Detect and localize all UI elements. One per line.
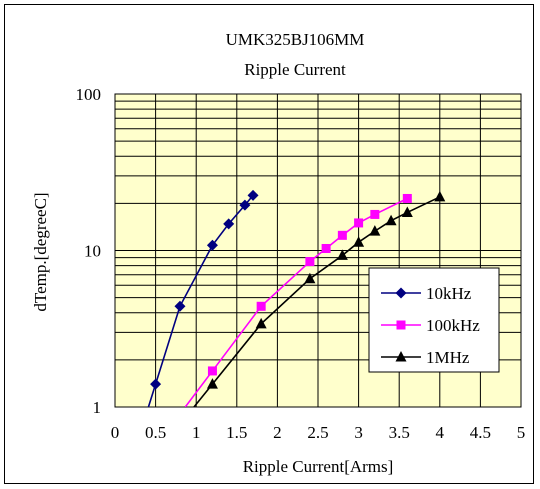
- x-tick-label: 5: [517, 423, 526, 442]
- data-point: [354, 218, 364, 228]
- x-tick-label: 1: [192, 423, 201, 442]
- y-axis-label: dTemp.[degreeC]: [31, 192, 50, 311]
- data-point: [304, 272, 316, 284]
- x-tick-label: 0.5: [145, 423, 166, 442]
- y-tick-label: 100: [76, 85, 102, 104]
- legend-marker: [396, 320, 406, 330]
- legend-item: 1MHz: [381, 348, 470, 367]
- data-point: [321, 243, 331, 253]
- series-100kHz: [184, 193, 412, 407]
- data-point: [256, 301, 266, 311]
- chart-frame: 0 0.5 1 1.5 2 2.5 3 3.5 4 4.5 5 1 10 100 UMK325BJ106M…: [4, 4, 534, 484]
- data-point: [206, 378, 218, 389]
- x-tick-label: 3: [354, 423, 363, 442]
- series-line: [193, 196, 441, 407]
- data-point: [434, 190, 446, 202]
- x-tick-label: 4: [436, 423, 445, 442]
- data-point: [150, 378, 162, 390]
- chart-svg: 0 0.5 1 1.5 2 2.5 3 3.5 4 4.5 5 1 10 100 UMK325BJ106M…: [31, 30, 526, 476]
- legend: 10kHz 100kHz 1MHz: [368, 267, 500, 373]
- legend-label: 1MHz: [426, 348, 470, 367]
- data-point: [385, 214, 397, 226]
- legend-marker: [395, 351, 407, 362]
- x-tick-label: 4.5: [470, 423, 491, 442]
- data-point: [207, 366, 217, 376]
- plot-border: [114, 93, 522, 408]
- series-1MHz: [193, 190, 446, 407]
- data-point: [255, 317, 267, 329]
- data-point: [353, 236, 365, 247]
- data-point: [402, 193, 412, 203]
- data-point: [305, 257, 315, 267]
- data-point: [247, 189, 259, 201]
- series-10kHz: [147, 189, 259, 407]
- x-tick-label: 2.5: [307, 423, 328, 442]
- data-point: [370, 209, 380, 219]
- tick-labels: 0 0.5 1 1.5 2 2.5 3 3.5 4 4.5 5 1 10 100: [76, 85, 526, 442]
- data-point: [206, 239, 218, 251]
- y-tick-label: 10: [84, 242, 101, 261]
- data-point: [223, 218, 235, 230]
- legend-label: 100kHz: [426, 316, 480, 335]
- data-point: [174, 300, 186, 312]
- legend-marker: [395, 287, 407, 299]
- x-tick-label: 0: [111, 423, 120, 442]
- y-tick-label: 1: [93, 398, 102, 417]
- legend-box: [368, 267, 500, 373]
- data-point: [336, 249, 348, 260]
- data-point: [401, 206, 413, 217]
- chart-title: UMK325BJ106MM: [226, 30, 365, 49]
- legend-label: 10kHz: [426, 284, 472, 303]
- x-tick-label: 2: [273, 423, 282, 442]
- legend-item: 10kHz: [381, 284, 472, 303]
- chart-subtitle: Ripple Current: [244, 60, 346, 79]
- x-axis-label: Ripple Current[Arms]: [243, 457, 394, 476]
- series-layer: [147, 189, 446, 407]
- x-tick-label: 3.5: [389, 423, 410, 442]
- data-point: [369, 225, 381, 236]
- x-tick-label: 1.5: [226, 423, 247, 442]
- data-point: [239, 199, 251, 211]
- legend-item: 100kHz: [381, 316, 480, 335]
- data-point: [337, 230, 347, 240]
